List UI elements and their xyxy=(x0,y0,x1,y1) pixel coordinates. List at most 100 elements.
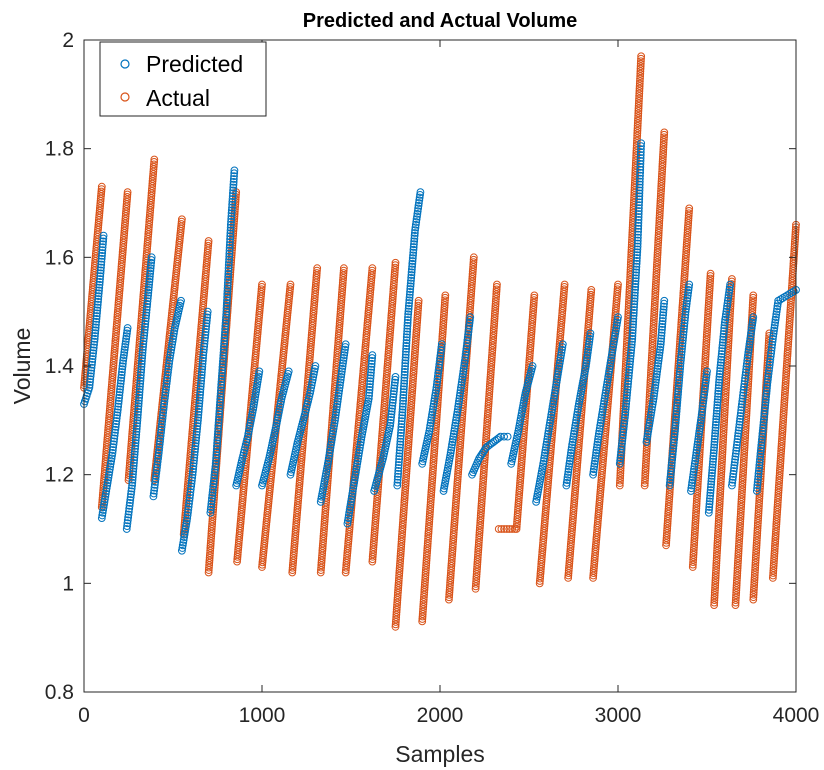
actual-point xyxy=(413,318,421,327)
actual-point xyxy=(401,479,410,488)
actual-point xyxy=(626,273,635,282)
actual-point xyxy=(391,263,400,272)
actual-point xyxy=(427,483,436,492)
actual-point xyxy=(403,452,412,461)
actual-point xyxy=(412,323,421,332)
actual-point xyxy=(410,350,419,359)
actual-point xyxy=(492,283,501,291)
actual-point xyxy=(425,522,433,531)
actual-point xyxy=(420,583,429,592)
actual-point xyxy=(177,217,186,226)
actual-point xyxy=(400,496,409,505)
actual-point xyxy=(497,525,506,533)
actual-point xyxy=(429,461,438,470)
actual-point xyxy=(440,298,449,307)
actual-point xyxy=(401,481,410,490)
actual-point xyxy=(475,524,484,532)
actual-point xyxy=(429,466,437,475)
actual-point xyxy=(587,286,596,294)
actual-point xyxy=(429,464,437,473)
actual-point xyxy=(430,447,439,455)
actual-point xyxy=(439,325,447,334)
actual-point xyxy=(420,593,428,601)
actual-point xyxy=(492,287,501,296)
actual-point xyxy=(485,385,494,394)
actual-point xyxy=(391,620,400,629)
actual-point xyxy=(432,417,441,426)
actual-point xyxy=(394,586,402,595)
actual-point xyxy=(421,566,430,575)
actual-point xyxy=(406,416,415,424)
actual-point xyxy=(217,394,226,402)
actual-point xyxy=(391,261,400,270)
actual-point xyxy=(469,255,478,264)
actual-point xyxy=(560,285,569,294)
actual-point xyxy=(486,373,495,381)
actual-point xyxy=(423,544,432,553)
actual-point xyxy=(208,522,216,531)
actual-point xyxy=(483,421,491,430)
actual-point xyxy=(339,264,348,273)
actual-point xyxy=(530,291,539,300)
actual-point xyxy=(432,420,441,429)
actual-point xyxy=(397,535,406,544)
actual-point xyxy=(218,379,227,388)
actual-point xyxy=(410,352,419,361)
actual-point xyxy=(204,241,213,250)
actual-point xyxy=(422,561,431,570)
actual-point xyxy=(410,360,419,368)
actual-point xyxy=(428,476,437,485)
actual-point xyxy=(402,464,411,473)
actual-point xyxy=(560,280,569,289)
actual-point xyxy=(489,324,498,333)
actual-point xyxy=(421,576,430,584)
actual-point xyxy=(482,433,491,442)
actual-point xyxy=(483,419,492,428)
actual-point xyxy=(616,479,624,487)
actual-point xyxy=(286,282,295,291)
actual-point xyxy=(423,539,432,548)
actual-point xyxy=(204,237,213,245)
actual-point xyxy=(421,571,430,580)
actual-point xyxy=(487,358,496,367)
actual-point xyxy=(426,498,435,507)
actual-point xyxy=(476,519,485,527)
actual-point xyxy=(399,513,408,522)
actual-point xyxy=(410,355,419,364)
actual-point xyxy=(477,504,486,513)
actual-point xyxy=(397,542,406,551)
actual-point xyxy=(488,346,497,355)
actual-point xyxy=(430,449,439,458)
actual-point xyxy=(626,275,634,284)
actual-point xyxy=(409,372,418,381)
actual-point xyxy=(207,529,216,538)
actual-point xyxy=(418,607,427,616)
actual-point xyxy=(399,508,408,517)
actual-point xyxy=(486,377,495,386)
actual-point xyxy=(402,467,411,476)
actual-point xyxy=(491,309,499,318)
actual-point xyxy=(150,158,159,166)
actual-point xyxy=(204,239,213,248)
actual-point xyxy=(488,348,497,357)
actual-point xyxy=(419,600,428,609)
actual-point xyxy=(440,303,449,312)
actual-point xyxy=(391,258,400,267)
actual-point xyxy=(404,447,412,456)
actual-point xyxy=(414,301,423,310)
actual-point xyxy=(420,585,429,594)
actual-point xyxy=(400,491,409,500)
actual-point xyxy=(411,343,420,351)
actual-point xyxy=(429,454,438,463)
actual-point xyxy=(483,412,492,420)
actual-point xyxy=(427,493,435,502)
actual-point xyxy=(478,489,487,498)
actual-point xyxy=(205,554,214,562)
actual-point xyxy=(624,312,633,321)
actual-point xyxy=(408,386,417,395)
actual-point xyxy=(489,329,498,338)
actual-point xyxy=(422,559,431,567)
actual-point xyxy=(424,534,432,543)
actual-point xyxy=(396,547,405,556)
actual-point xyxy=(403,459,411,468)
